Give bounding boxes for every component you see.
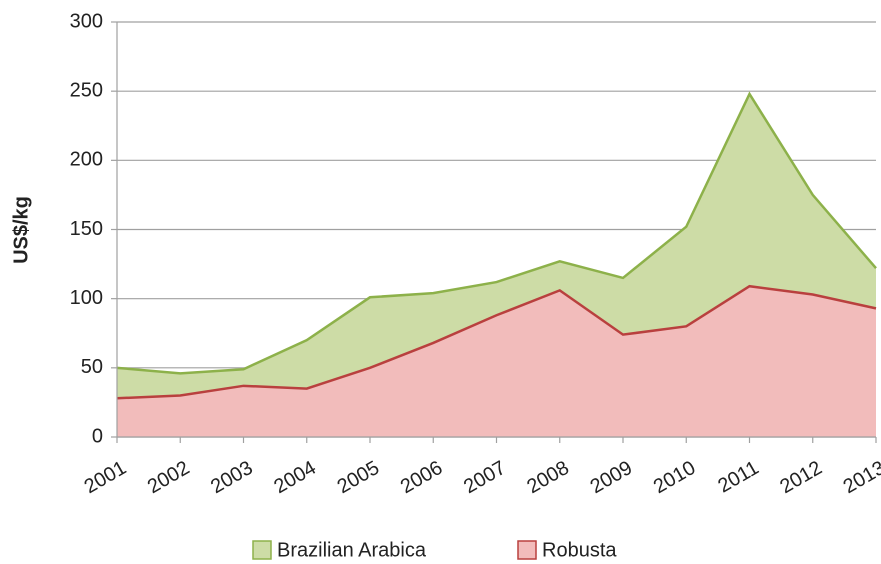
x-tick-label: 2013 <box>840 457 881 498</box>
x-tick-label: 2004 <box>270 457 320 498</box>
x-tick-label: 2001 <box>81 457 131 498</box>
legend-swatch <box>517 540 537 560</box>
area-line <box>116 91 877 375</box>
y-tick-label: 300 <box>70 10 103 32</box>
x-tick-label: 2010 <box>650 457 700 498</box>
legend-label: Brazilian Arabica <box>277 539 427 561</box>
area <box>117 286 876 437</box>
x-tick-label: 2006 <box>397 457 447 498</box>
area-line <box>116 284 877 400</box>
x-tick-label: 2008 <box>523 457 573 498</box>
y-tick-label: 0 <box>92 425 103 447</box>
x-tick-label: 2012 <box>776 457 826 498</box>
y-tick-label: 200 <box>70 149 103 171</box>
x-tick-label: 2007 <box>460 457 510 498</box>
y-tick-label: 250 <box>70 79 103 101</box>
y-tick-label: 100 <box>70 287 103 309</box>
x-tick-label: 2005 <box>334 457 384 498</box>
y-tick-label: 150 <box>70 218 103 240</box>
y-tick-label: 50 <box>81 356 103 378</box>
legend-label: Robusta <box>542 539 617 561</box>
legend-swatch <box>252 540 272 560</box>
x-tick-label: 2009 <box>587 457 637 498</box>
y-axis-label: US$/kg <box>10 196 32 264</box>
x-tick-label: 2002 <box>144 457 194 498</box>
x-tick-label: 2003 <box>207 457 257 498</box>
x-tick-label: 2011 <box>714 457 762 498</box>
